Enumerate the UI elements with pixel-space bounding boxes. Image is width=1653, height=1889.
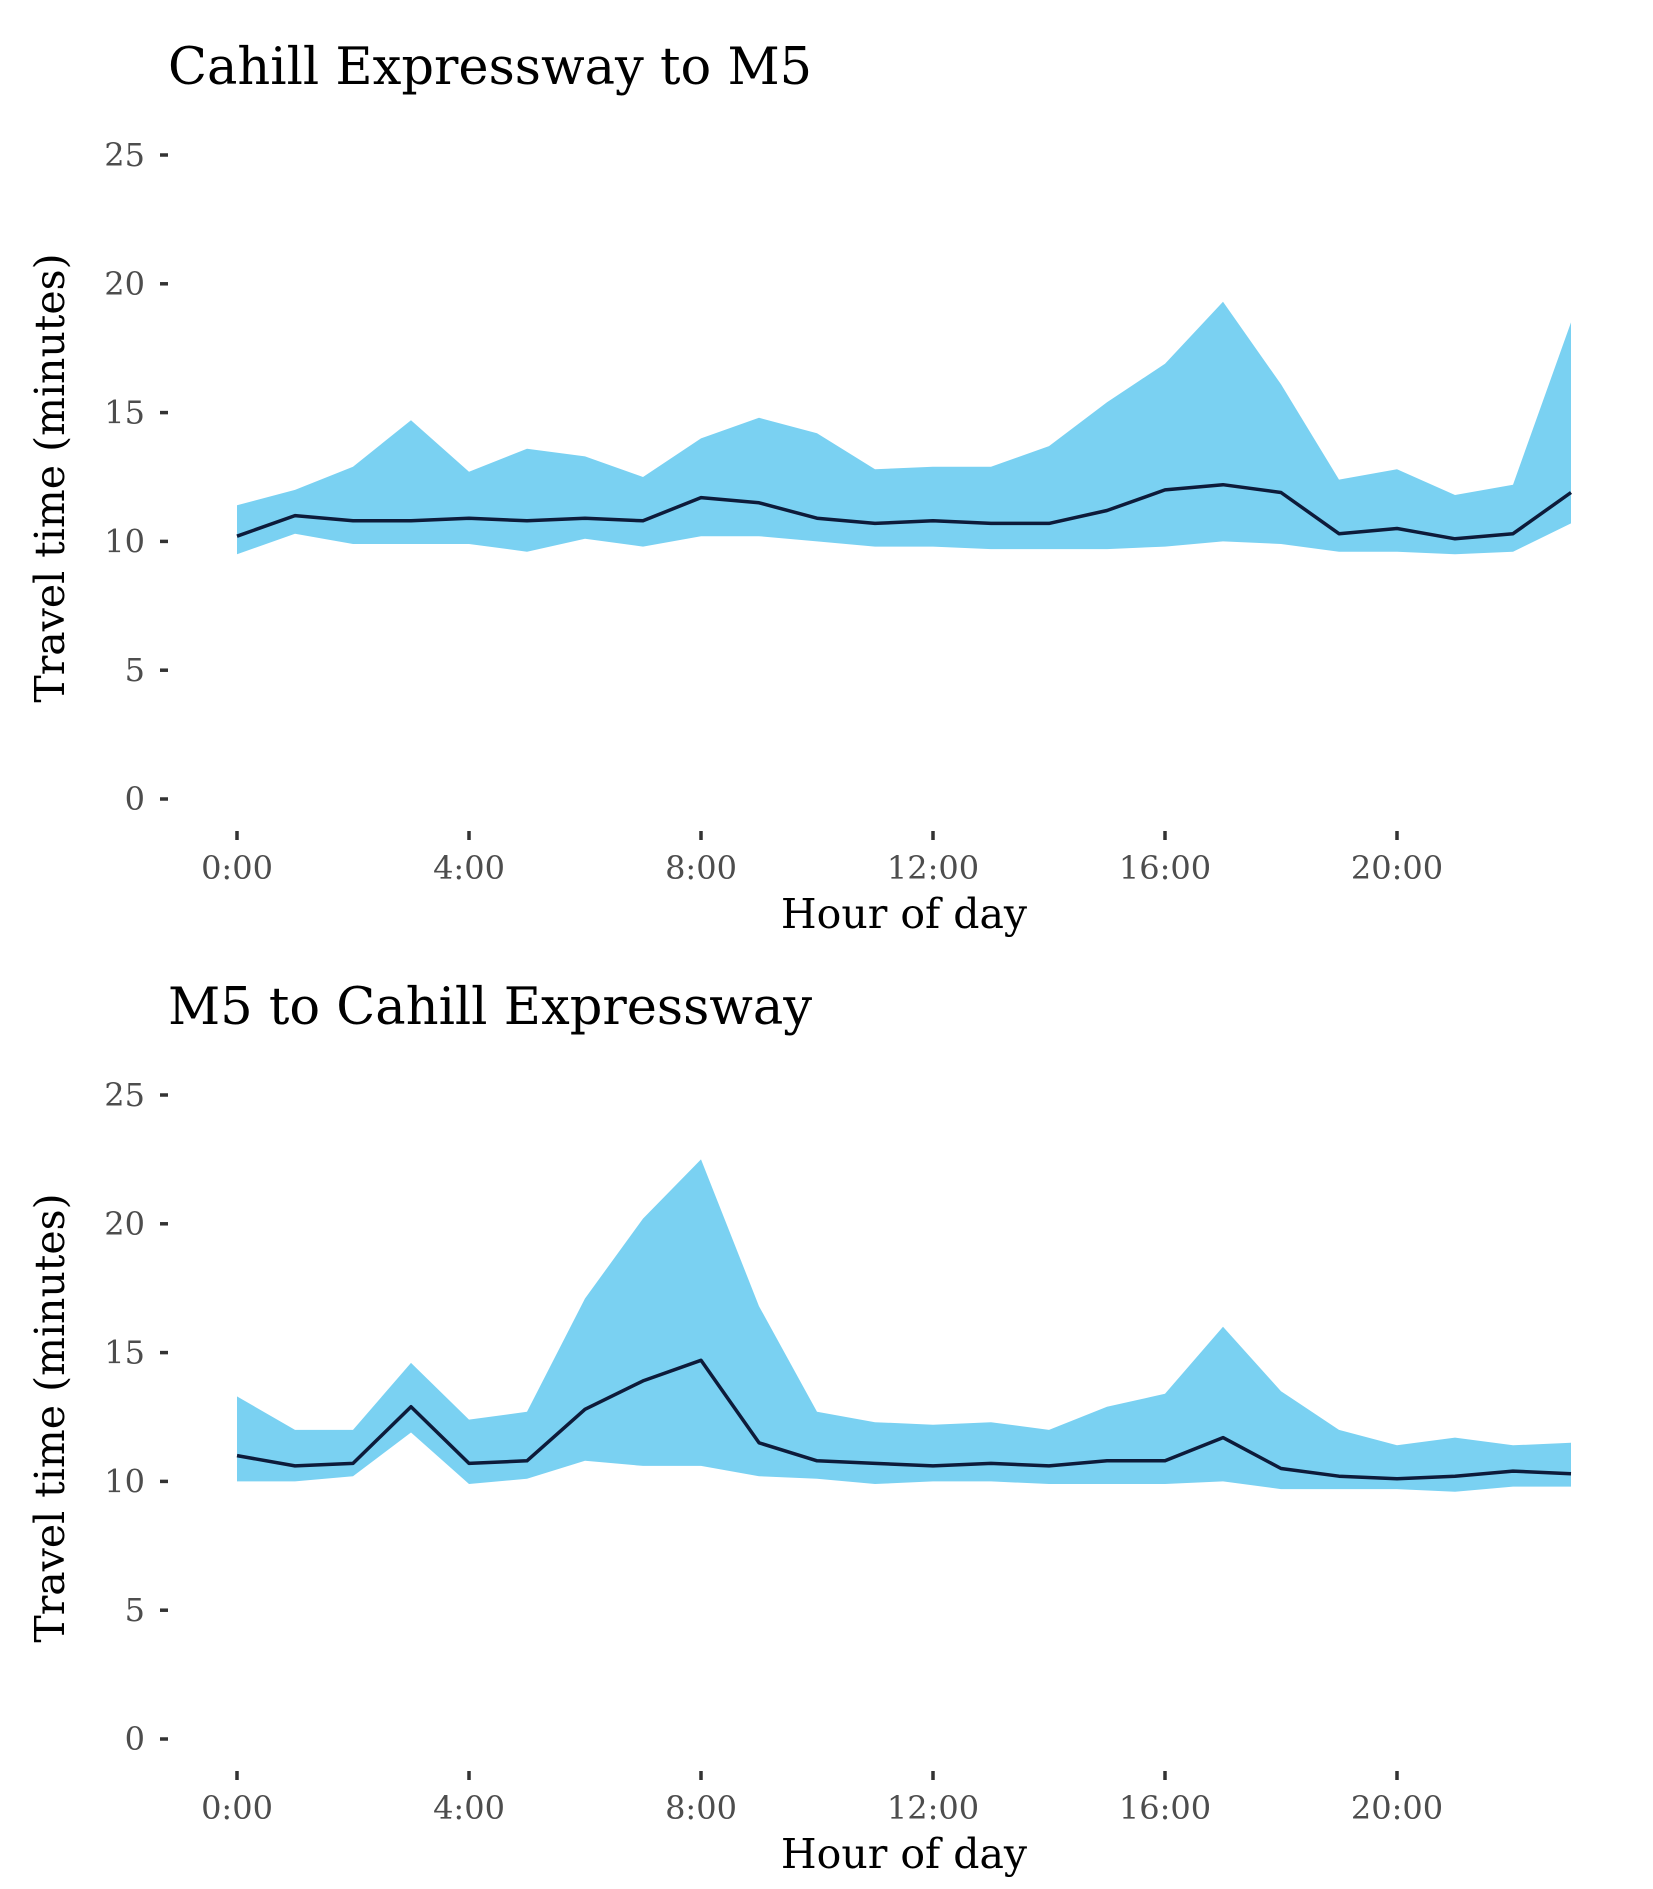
y-axis-label: Travel time (minutes) (26, 1193, 74, 1642)
y-tick-label: 25 (104, 1076, 145, 1114)
plot-area: 0 5 10 15 20 25 0:00 4:00 8:00 12:00 16:00 20:00 (104, 1076, 1572, 1827)
y-tick-label: 15 (104, 394, 145, 432)
x-axis-label: Hour of day (781, 890, 1028, 938)
x-tick-label: 16:00 (1119, 1789, 1211, 1827)
x-axis-label: Hour of day (781, 1830, 1028, 1878)
x-tick-label: 12:00 (887, 849, 979, 887)
range-band (237, 1159, 1571, 1492)
y-tick-label: 0 (125, 780, 145, 818)
x-tick-label: 8:00 (665, 1789, 737, 1827)
x-axis: 0:00 4:00 8:00 12:00 16:00 20:00 (201, 831, 1443, 887)
travel-time-line (236, 1358, 1572, 1481)
x-tick-label: 0:00 (201, 849, 273, 887)
y-tick-label: 5 (125, 1591, 145, 1629)
y-tick-label: 0 (125, 1720, 145, 1758)
y-axis: 0 5 10 15 20 25 (104, 136, 168, 818)
y-tick-label: 25 (104, 136, 145, 174)
travel-time-line (236, 482, 1573, 541)
chart-title: Cahill Expressway to M5 (168, 38, 812, 97)
range-band (237, 301, 1571, 555)
chart-panel-m5-to-cahill: M5 to Cahill Expressway Travel time (min… (26, 978, 1572, 1878)
x-tick-label: 16:00 (1119, 849, 1211, 887)
plot-area: 0 5 10 15 20 25 0:00 4:00 8:00 12:00 16:00 20:00 (104, 136, 1573, 887)
y-tick-label: 15 (104, 1334, 145, 1372)
y-tick-label: 5 (125, 651, 145, 689)
y-tick-label: 10 (104, 1462, 145, 1500)
x-axis: 0:00 4:00 8:00 12:00 16:00 20:00 (201, 1771, 1443, 1827)
y-tick-label: 10 (104, 522, 145, 560)
x-tick-label: 12:00 (887, 1789, 979, 1827)
x-tick-label: 0:00 (201, 1789, 273, 1827)
y-tick-label: 20 (104, 1205, 145, 1243)
y-tick-label: 20 (104, 265, 145, 303)
chart-title: M5 to Cahill Expressway (168, 978, 812, 1037)
x-tick-label: 4:00 (433, 849, 505, 887)
chart-panel-cahill-to-m5: Cahill Expressway to M5 Travel time (min… (26, 38, 1573, 938)
y-axis: 0 5 10 15 20 25 (104, 1076, 168, 1758)
x-tick-label: 20:00 (1351, 849, 1443, 887)
x-tick-label: 8:00 (665, 849, 737, 887)
y-axis-label: Travel time (minutes) (26, 253, 74, 702)
x-tick-label: 4:00 (433, 1789, 505, 1827)
x-tick-label: 20:00 (1351, 1789, 1443, 1827)
